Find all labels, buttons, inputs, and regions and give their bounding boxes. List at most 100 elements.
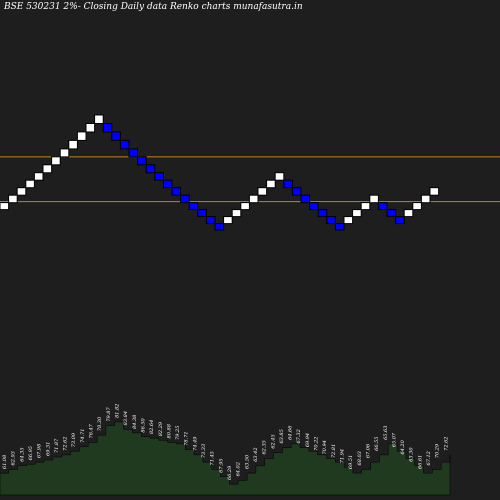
up-brick <box>223 216 233 225</box>
price-label: 68.03 <box>357 451 363 465</box>
price-label: 66.55 <box>374 437 380 451</box>
price-label: 73.09 <box>71 432 77 447</box>
up-brick <box>51 156 61 166</box>
up-brick <box>257 187 268 196</box>
down-brick <box>205 216 216 225</box>
price-label: 74.71 <box>80 428 86 442</box>
price-label: 69.31 <box>45 442 51 456</box>
price-label: 64.66 <box>288 425 294 440</box>
up-brick <box>352 209 362 218</box>
price-label: 71.45 <box>210 451 216 465</box>
price-label: 66.29 <box>227 465 233 480</box>
up-brick <box>76 131 87 141</box>
price-label: 62.35 <box>262 440 268 454</box>
price-label: 86.50 <box>140 417 146 432</box>
price-label: 78.71 <box>184 431 190 445</box>
down-brick <box>102 123 113 133</box>
price-label: 81.82 <box>115 404 121 418</box>
price-label: 62.93 <box>11 451 17 465</box>
down-brick <box>326 216 336 225</box>
down-brick <box>137 156 147 166</box>
volume-area-layer <box>0 421 451 496</box>
down-brick <box>197 209 207 218</box>
up-brick <box>68 139 78 150</box>
up-brick <box>8 194 18 204</box>
up-brick <box>59 148 70 158</box>
up-brick <box>343 216 354 225</box>
price-label: 69.94 <box>305 433 311 447</box>
price-label: 82.29 <box>158 421 164 436</box>
price-label: 72.81 <box>331 444 337 458</box>
down-brick <box>334 223 345 231</box>
up-brick <box>16 187 27 196</box>
down-brick <box>162 179 173 189</box>
price-label: 70.94 <box>322 440 328 454</box>
price-label: 79.25 <box>175 426 181 440</box>
up-brick <box>403 209 414 218</box>
down-brick <box>283 179 293 189</box>
down-brick <box>291 187 302 196</box>
up-brick <box>33 172 44 181</box>
down-brick <box>188 202 199 211</box>
price-label: 65.07 <box>391 432 397 447</box>
up-brick <box>0 202 10 211</box>
down-brick <box>377 202 388 211</box>
price-label: 73.33 <box>201 444 207 458</box>
up-brick <box>42 164 53 174</box>
price-label: 70.29 <box>435 443 441 458</box>
up-brick <box>240 202 250 211</box>
down-brick <box>300 194 311 204</box>
price-label: 64.02 <box>236 462 242 476</box>
price-label: 66.61 <box>417 455 423 469</box>
down-brick <box>154 172 164 181</box>
price-label: 83.84 <box>123 411 129 425</box>
down-brick <box>317 209 328 218</box>
down-brick <box>395 216 405 225</box>
up-brick <box>248 194 259 204</box>
brick-layer <box>0 114 440 231</box>
price-label: 61.08 <box>2 455 8 469</box>
down-brick <box>309 202 319 211</box>
price-label: 79.87 <box>106 407 112 422</box>
up-brick <box>369 194 379 204</box>
price-label: 71.87 <box>54 438 60 453</box>
price-label: 72.62 <box>443 437 449 451</box>
price-label: 66.95 <box>28 446 34 460</box>
price-label: 63.85 <box>279 429 285 443</box>
price-label: 67.06 <box>365 443 371 458</box>
price-label: 67.98 <box>37 444 43 458</box>
price-label: 63.30 <box>409 447 415 462</box>
price-label: 65.63 <box>383 426 389 440</box>
up-brick <box>25 179 35 189</box>
price-label: 70.22 <box>314 437 320 451</box>
down-brick <box>180 194 190 204</box>
price-label: 71.94 <box>340 449 346 463</box>
down-brick <box>145 164 156 174</box>
up-brick <box>412 202 422 211</box>
price-label: 64.20 <box>400 439 406 454</box>
up-brick <box>429 187 440 196</box>
price-label: 63.42 <box>253 447 259 461</box>
price-label: 74.49 <box>192 436 198 451</box>
price-label: 62.45 <box>270 434 276 448</box>
price-label: 67.32 <box>296 429 302 443</box>
price-label: 78.30 <box>97 416 103 431</box>
price-label: 64.35 <box>19 447 25 461</box>
up-brick <box>266 179 276 189</box>
price-label: 76.47 <box>89 423 95 438</box>
price-label: 67.95 <box>218 458 224 472</box>
price-label: 82.64 <box>149 420 155 434</box>
up-brick <box>94 114 104 124</box>
down-brick <box>119 139 130 150</box>
up-brick <box>360 202 371 211</box>
down-brick <box>128 148 139 158</box>
volume-area <box>0 421 451 496</box>
down-brick <box>171 187 182 196</box>
down-brick <box>111 131 121 141</box>
up-brick <box>274 172 285 181</box>
price-label: 84.38 <box>132 415 138 429</box>
price-label-layer: 61.08 62.93 64.35 66.95 67.98 69.31 71.87 72.62… <box>2 404 449 480</box>
up-brick <box>85 123 96 133</box>
chart-title: BSE 530231 2%- Closing Daily data Renko … <box>4 2 303 12</box>
price-label: 69.51 <box>348 455 354 469</box>
